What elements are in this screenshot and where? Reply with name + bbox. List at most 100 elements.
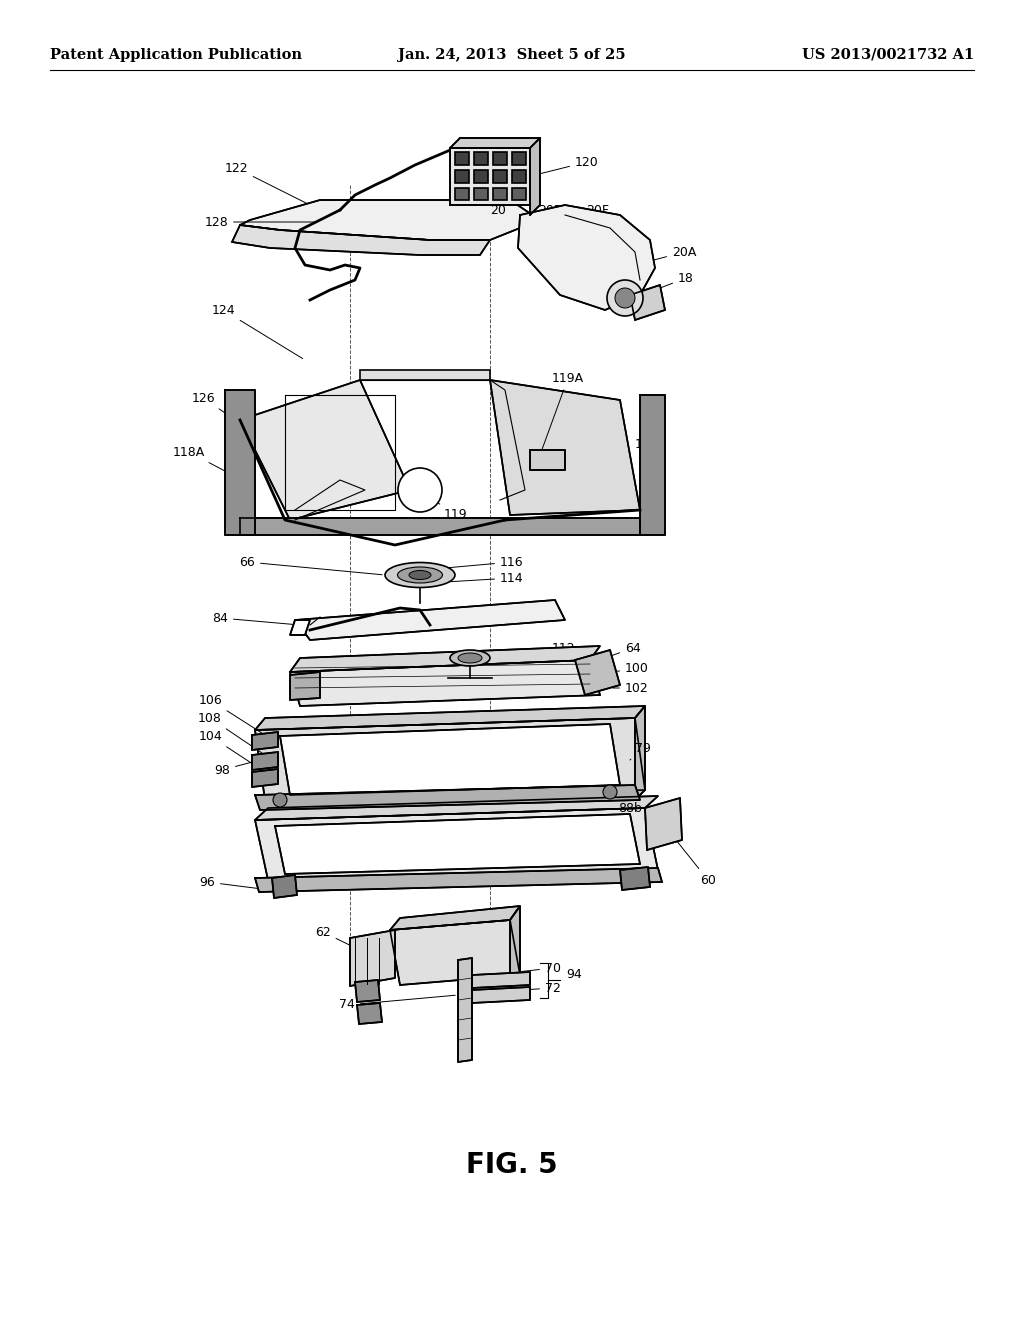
Polygon shape bbox=[255, 796, 658, 820]
Polygon shape bbox=[240, 380, 410, 520]
Text: 124: 124 bbox=[211, 304, 303, 359]
Text: 20F: 20F bbox=[587, 203, 609, 216]
Polygon shape bbox=[493, 187, 507, 201]
Text: 60: 60 bbox=[674, 837, 716, 887]
Polygon shape bbox=[512, 170, 526, 183]
Polygon shape bbox=[510, 906, 520, 987]
Text: 122: 122 bbox=[224, 161, 307, 203]
Text: 98: 98 bbox=[214, 760, 257, 776]
Polygon shape bbox=[635, 706, 645, 800]
Ellipse shape bbox=[385, 562, 455, 587]
Text: 84: 84 bbox=[212, 611, 297, 624]
Text: 62: 62 bbox=[315, 925, 368, 954]
Polygon shape bbox=[450, 148, 530, 205]
Polygon shape bbox=[530, 450, 565, 470]
Polygon shape bbox=[280, 723, 620, 795]
Polygon shape bbox=[255, 785, 640, 810]
Polygon shape bbox=[240, 201, 540, 240]
Polygon shape bbox=[474, 170, 488, 183]
Ellipse shape bbox=[397, 568, 442, 583]
Polygon shape bbox=[472, 987, 530, 1003]
Text: 72: 72 bbox=[493, 982, 561, 994]
Circle shape bbox=[273, 793, 287, 807]
Polygon shape bbox=[275, 814, 640, 874]
Text: 112: 112 bbox=[493, 642, 575, 657]
Text: 96: 96 bbox=[200, 875, 267, 890]
Circle shape bbox=[603, 785, 617, 799]
Text: FIG. 5: FIG. 5 bbox=[466, 1151, 558, 1179]
Text: 128: 128 bbox=[204, 215, 317, 228]
Polygon shape bbox=[640, 395, 665, 535]
Text: 100: 100 bbox=[598, 661, 649, 675]
Text: 64: 64 bbox=[607, 642, 641, 657]
Text: 114: 114 bbox=[447, 572, 523, 585]
Polygon shape bbox=[493, 170, 507, 183]
Text: 94: 94 bbox=[566, 969, 582, 982]
Polygon shape bbox=[474, 152, 488, 165]
Text: 18: 18 bbox=[657, 272, 694, 289]
Polygon shape bbox=[255, 808, 658, 880]
Text: US 2013/0021732 A1: US 2013/0021732 A1 bbox=[802, 48, 974, 62]
Ellipse shape bbox=[409, 570, 431, 579]
Polygon shape bbox=[390, 906, 520, 931]
Polygon shape bbox=[630, 285, 665, 319]
Circle shape bbox=[615, 288, 635, 308]
Polygon shape bbox=[455, 170, 469, 183]
Polygon shape bbox=[295, 601, 565, 640]
Polygon shape bbox=[645, 799, 682, 850]
Circle shape bbox=[607, 280, 643, 315]
Text: 118: 118 bbox=[635, 438, 658, 457]
Text: 110: 110 bbox=[442, 742, 516, 759]
Polygon shape bbox=[474, 187, 488, 201]
Polygon shape bbox=[518, 205, 655, 310]
Text: 120: 120 bbox=[538, 156, 599, 174]
Polygon shape bbox=[355, 979, 380, 1002]
Text: 118A: 118A bbox=[173, 446, 240, 479]
Polygon shape bbox=[255, 869, 662, 892]
Polygon shape bbox=[252, 770, 278, 787]
Text: 104: 104 bbox=[199, 730, 263, 771]
Polygon shape bbox=[620, 867, 650, 890]
Polygon shape bbox=[390, 920, 520, 985]
Text: 88b: 88b bbox=[618, 801, 657, 829]
Text: 102: 102 bbox=[612, 681, 649, 694]
Polygon shape bbox=[290, 672, 319, 700]
Polygon shape bbox=[290, 660, 600, 706]
Ellipse shape bbox=[458, 653, 482, 663]
Polygon shape bbox=[350, 931, 395, 986]
Text: 20: 20 bbox=[490, 203, 506, 216]
Polygon shape bbox=[490, 380, 640, 515]
Polygon shape bbox=[225, 389, 255, 535]
Polygon shape bbox=[472, 972, 530, 987]
Polygon shape bbox=[240, 517, 640, 535]
Text: 126: 126 bbox=[191, 392, 248, 429]
Text: 66: 66 bbox=[240, 556, 382, 574]
Polygon shape bbox=[450, 139, 540, 148]
Text: 79: 79 bbox=[630, 742, 651, 760]
Polygon shape bbox=[232, 224, 490, 255]
Polygon shape bbox=[512, 152, 526, 165]
Polygon shape bbox=[272, 875, 297, 898]
Text: 106: 106 bbox=[199, 693, 262, 734]
Polygon shape bbox=[530, 139, 540, 215]
Text: 108: 108 bbox=[198, 711, 263, 754]
Text: 119A: 119A bbox=[541, 371, 584, 453]
Polygon shape bbox=[252, 733, 278, 750]
Text: 74: 74 bbox=[339, 995, 456, 1011]
Polygon shape bbox=[458, 958, 472, 1063]
Polygon shape bbox=[575, 649, 620, 696]
Polygon shape bbox=[360, 370, 490, 380]
Text: 119: 119 bbox=[422, 491, 467, 521]
Polygon shape bbox=[455, 187, 469, 201]
Text: Patent Application Publication: Patent Application Publication bbox=[50, 48, 302, 62]
Polygon shape bbox=[455, 152, 469, 165]
Text: 20A: 20A bbox=[638, 246, 696, 264]
Polygon shape bbox=[290, 620, 310, 635]
Text: Jan. 24, 2013  Sheet 5 of 25: Jan. 24, 2013 Sheet 5 of 25 bbox=[398, 48, 626, 62]
Polygon shape bbox=[255, 706, 645, 730]
Text: 20E: 20E bbox=[539, 203, 562, 216]
Circle shape bbox=[398, 469, 442, 512]
Ellipse shape bbox=[450, 649, 490, 667]
Polygon shape bbox=[357, 1003, 382, 1024]
Polygon shape bbox=[512, 187, 526, 201]
